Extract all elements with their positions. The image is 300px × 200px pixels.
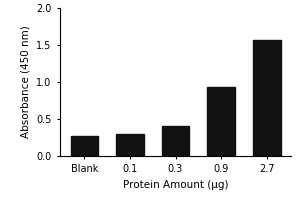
Bar [70,136,98,156]
Bar [162,126,189,156]
Bar [116,134,143,156]
Bar [208,87,235,156]
X-axis label: Protein Amount (μg): Protein Amount (μg) [123,180,228,190]
Bar [253,40,280,156]
Y-axis label: Absorbance (450 nm): Absorbance (450 nm) [21,26,31,138]
